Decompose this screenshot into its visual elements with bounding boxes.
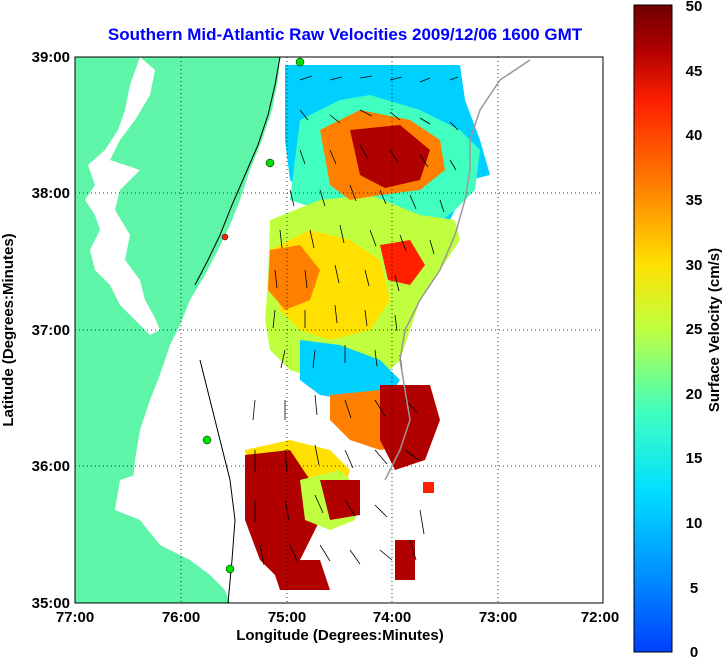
delmarva-coast: [194, 57, 281, 286]
shelf-contour: [384, 59, 531, 481]
y-tick-label: 38:00: [32, 185, 70, 202]
station-markers: [202, 57, 305, 574]
x-tick-label: 73:00: [479, 609, 517, 626]
colorbar-tick-label: 10: [686, 515, 703, 532]
x-tick-label: 74:00: [373, 609, 411, 626]
colorbar-tick-label: 15: [686, 450, 703, 467]
x-axis-label: Longitude (Degrees:Minutes): [236, 627, 444, 644]
x-axis: 77:00 76:00 75:00 74:00 73:00 72:00: [56, 609, 619, 626]
velocity-vectors: [252, 75, 459, 566]
colorbar-tick-label: 40: [686, 127, 703, 144]
colorbar-tick-label: 0: [690, 644, 698, 659]
pamlico-sound: [115, 470, 215, 560]
colorbar-tick-label: 50: [686, 0, 703, 15]
x-tick-label: 72:00: [581, 609, 619, 626]
outer-banks: [199, 359, 236, 603]
colorbar-tick-label: 5: [690, 580, 698, 597]
y-tick-label: 35:00: [32, 595, 70, 612]
y-axis: 39:00 38:00 37:00 36:00 35:00: [32, 49, 70, 612]
y-axis-label: Latitude (Degrees:Minutes): [0, 233, 17, 426]
colorbar-ticks: 50 45 40 35 30 25 20 15 10 5 0: [686, 0, 703, 659]
grid: [75, 57, 603, 603]
x-tick-label: 76:00: [162, 609, 200, 626]
velocity-field: [245, 65, 490, 590]
colorbar-label: Surface Velocity (cm/s): [706, 248, 723, 412]
land-mass: [75, 57, 280, 603]
y-tick-label: 36:00: [32, 458, 70, 475]
colorbar-tick-label: 30: [686, 257, 703, 274]
colorbar-tick-label: 20: [686, 386, 703, 403]
x-tick-label: 77:00: [56, 609, 94, 626]
plot-frame: [74, 56, 604, 604]
colorbar-tick-label: 35: [686, 192, 703, 209]
colorbar: [633, 4, 673, 653]
x-tick-label: 75:00: [268, 609, 306, 626]
colorbar-tick-label: 45: [686, 63, 703, 80]
y-tick-label: 37:00: [32, 322, 70, 339]
colorbar-tick-label: 25: [686, 321, 703, 338]
chesapeake-bay: [85, 57, 160, 335]
y-tick-label: 39:00: [32, 49, 70, 66]
chart-title: Southern Mid-Atlantic Raw Velocities 200…: [108, 25, 583, 44]
